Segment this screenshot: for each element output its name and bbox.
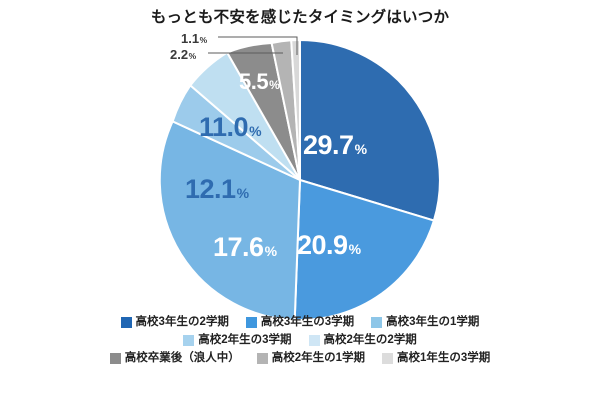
legend-item-high1-term3[interactable]: 高校1年生の3学期	[382, 352, 490, 365]
legend-swatch-icon	[183, 335, 195, 346]
callout-value: 1.1	[181, 31, 200, 46]
legend-label: 高校卒業後（浪人中）	[124, 352, 240, 364]
legend-label: 高校3年生の3学期	[260, 316, 355, 328]
leader-line-1-1pct	[218, 36, 298, 55]
pie-slice-8[interactable]	[290, 38, 301, 181]
pie-svg	[158, 36, 441, 320]
legend-item-high3-term3[interactable]: 高校3年生の3学期	[245, 316, 355, 329]
legend-swatch-icon	[120, 317, 132, 328]
callout-value: 2.2	[170, 47, 189, 62]
pie-slice-3[interactable]	[158, 120, 302, 320]
legend-row-2: 高校2年生の3学期 高校2年生の2学期	[0, 334, 600, 347]
legend-item-high2-term1[interactable]: 高校2年生の1学期	[256, 352, 365, 365]
chart-legend: 高校3年生の2学期 高校3年生の3学期 高校3年生の1学期 高校2年生の3学期 …	[0, 316, 600, 370]
legend-label: 高校1年生の3学期	[397, 352, 491, 364]
legend-item-high3-term1[interactable]: 高校3年生の1学期	[371, 316, 479, 329]
legend-swatch-icon	[382, 353, 393, 364]
legend-item-high2-term3[interactable]: 高校2年生の3学期	[183, 334, 292, 347]
legend-swatch-icon	[371, 317, 383, 328]
legend-swatch-icon	[308, 335, 320, 346]
legend-swatch-icon	[256, 353, 268, 364]
legend-item-after-graduation[interactable]: 高校卒業後（浪人中）	[109, 352, 240, 365]
legend-row-3: 高校卒業後（浪人中） 高校2年生の1学期 高校1年生の3学期	[0, 352, 600, 365]
percent-symbol: %	[188, 51, 197, 61]
pie-slices	[158, 38, 441, 320]
legend-item-high2-term2[interactable]: 高校2年生の2学期	[308, 334, 417, 347]
legend-swatch-icon	[109, 353, 121, 364]
pie-slice-2[interactable]	[293, 178, 436, 320]
legend-label: 高校2年生の1学期	[271, 352, 365, 364]
legend-item-high3-term2[interactable]: 高校3年生の2学期	[120, 316, 229, 329]
percent-symbol: %	[199, 35, 208, 45]
legend-label: 高校2年生の3学期	[198, 334, 292, 346]
callout-leader-lines	[208, 36, 298, 55]
chart-title: もっとも不安を感じたタイミングはいつか	[150, 9, 450, 26]
legend-label: 高校3年生の2学期	[135, 316, 229, 328]
pie-chart-area: 29.7% 20.9% 17.6% 12.1% 11.0% 5.5% 1.1% …	[158, 31, 441, 320]
callout-label-2-2: 2.2%	[170, 47, 196, 63]
legend-row-1: 高校3年生の2学期 高校3年生の3学期 高校3年生の1学期	[0, 316, 600, 329]
legend-label: 高校3年生の1学期	[386, 316, 480, 328]
legend-swatch-icon	[245, 317, 257, 328]
pie-slice-1[interactable]	[299, 38, 441, 222]
callout-label-1-1: 1.1%	[181, 31, 207, 47]
legend-label: 高校2年生の2学期	[323, 334, 417, 346]
